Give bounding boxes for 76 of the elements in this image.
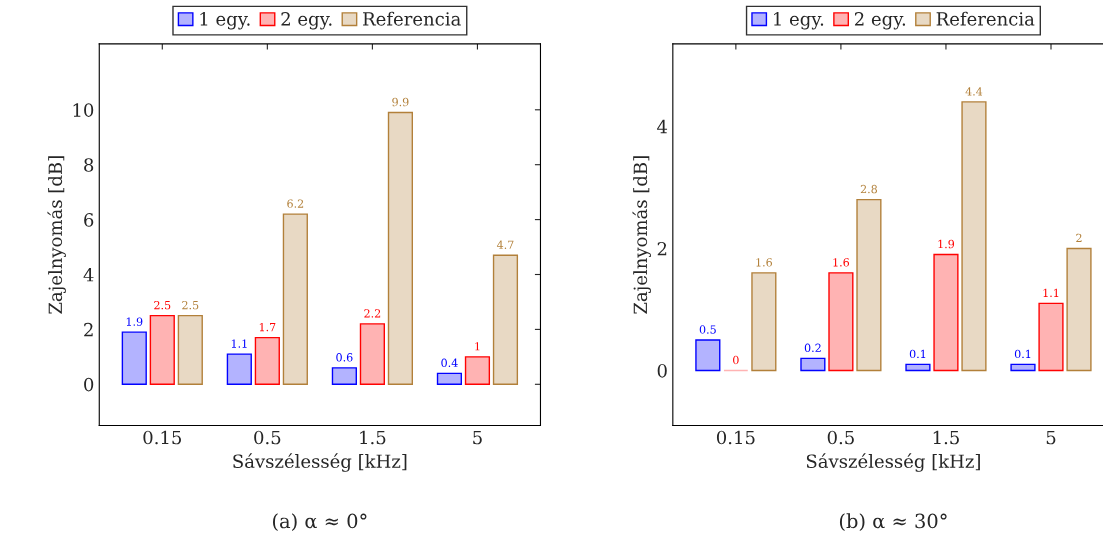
data-label: 0.1 — [909, 349, 926, 359]
bar — [436, 372, 463, 385]
data-label: 1.9 — [126, 317, 143, 326]
data-label: 4.7 — [496, 240, 514, 249]
data-label: 2.5 — [154, 300, 171, 310]
y-tick-label: 4 — [83, 267, 94, 282]
y-axis-title: Zajelnyomás [dB] — [632, 156, 651, 314]
bar — [751, 272, 777, 372]
data-label: 4.4 — [965, 87, 983, 96]
bar — [464, 356, 491, 385]
bar — [856, 198, 882, 372]
x-tick-label: 5 — [473, 430, 482, 445]
data-label: 2.2 — [364, 309, 381, 318]
x-tick-label: 1.5 — [933, 430, 959, 445]
bar — [828, 272, 854, 372]
data-label: 1.6 — [833, 258, 850, 267]
legend-label: 1 egy. — [774, 12, 824, 30]
legend-label: Referencia — [363, 11, 461, 26]
bar — [149, 314, 175, 385]
bar — [282, 213, 308, 385]
y-tick-label: 8 — [84, 158, 94, 172]
bar — [905, 363, 931, 372]
data-label: 9.9 — [392, 97, 409, 107]
y-tick-label: 2 — [84, 322, 93, 337]
x-axis-title: Sávszélesség [kHz] — [806, 453, 980, 472]
legend-label: 2 egy. — [281, 12, 332, 30]
x-tick-label: 0.15 — [143, 430, 182, 445]
x-tick-label: 1.5 — [360, 430, 386, 445]
y-tick-label: 6 — [84, 213, 94, 227]
bar — [492, 254, 519, 385]
bar — [121, 331, 147, 385]
x-axis-title: Sávszélesség [kHz] — [233, 453, 407, 472]
y-axis-title: Zajelnyomás [dB] — [47, 156, 66, 314]
data-label: 0 — [733, 355, 739, 365]
y-tick-label: 0 — [657, 363, 667, 378]
bar — [961, 101, 987, 372]
y-tick-label: 10 — [73, 103, 94, 117]
data-label: 1.7 — [259, 322, 276, 332]
data-label: 6.2 — [287, 199, 304, 208]
legend-label: Referencia — [936, 11, 1035, 26]
y-tick-label: 4 — [657, 119, 668, 134]
data-label: 0.4 — [441, 358, 458, 367]
y-tick-label: 2 — [657, 241, 667, 256]
text: (b) α ≈ 30° — [839, 513, 947, 532]
data-label: 2.8 — [860, 184, 878, 194]
bar — [331, 367, 357, 385]
bar — [695, 339, 721, 372]
y-tick-label: 0 — [84, 377, 94, 392]
bar — [1038, 302, 1064, 372]
bar — [254, 336, 280, 385]
data-label: 0.5 — [699, 325, 716, 334]
bar — [226, 353, 252, 385]
text: (a) α ≈ 0° — [273, 513, 367, 532]
bar — [1010, 363, 1036, 372]
data-label: 1.9 — [938, 239, 955, 249]
legend-label: 2 egy. — [854, 12, 906, 30]
data-label: 1.1 — [231, 339, 247, 348]
data-label: 0.6 — [336, 353, 353, 362]
bar — [933, 253, 959, 372]
x-tick-label: 0.5 — [827, 430, 854, 445]
data-label: 0.1 — [1014, 349, 1031, 359]
bar — [387, 111, 414, 385]
bar — [177, 314, 203, 385]
data-label: 2.5 — [182, 300, 199, 310]
data-label: 1 — [475, 342, 480, 351]
data-label: 0.2 — [804, 343, 821, 352]
x-tick-label: 0.5 — [254, 430, 281, 445]
legend-label: 1 egy. — [200, 12, 250, 30]
data-label: 1.6 — [756, 258, 773, 267]
bar — [1066, 247, 1092, 372]
x-tick-label: 5 — [1046, 430, 1056, 445]
bar — [800, 357, 826, 372]
x-tick-label: 0.15 — [716, 430, 755, 445]
data-label: 1.1 — [1043, 288, 1059, 298]
bar — [359, 323, 385, 385]
data-label: 2 — [1076, 233, 1082, 242]
